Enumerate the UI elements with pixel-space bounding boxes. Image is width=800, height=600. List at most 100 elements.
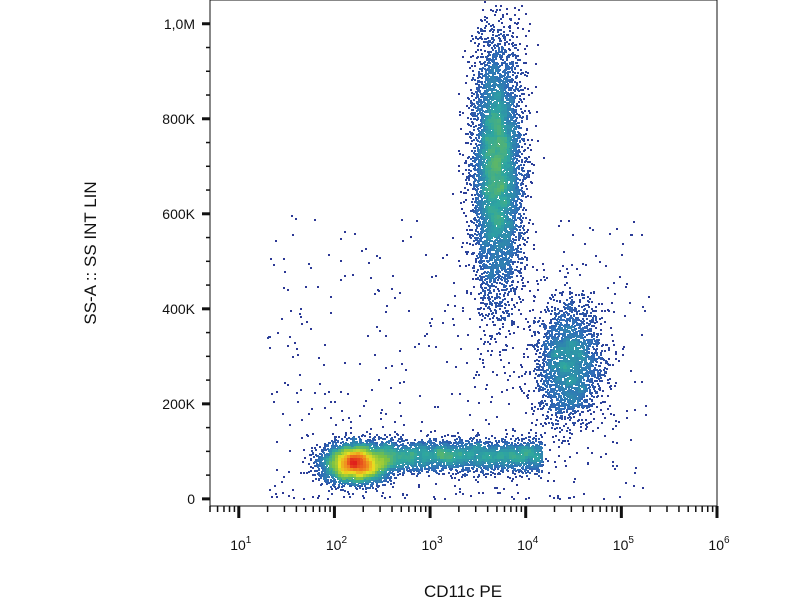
data-point [561, 442, 563, 444]
data-point [577, 401, 579, 403]
data-point [442, 322, 444, 324]
data-point [484, 303, 486, 305]
data-point [574, 412, 576, 414]
data-point [579, 330, 581, 332]
data-point [557, 497, 559, 499]
data-point [524, 256, 526, 258]
data-point [350, 421, 352, 423]
data-point [475, 51, 477, 53]
data-point [485, 476, 487, 478]
data-point [512, 209, 514, 211]
data-point [480, 86, 482, 88]
data-point [528, 94, 530, 96]
data-point [545, 374, 547, 376]
data-point [537, 140, 539, 142]
data-point [505, 257, 507, 259]
data-point [478, 219, 480, 221]
data-point [543, 336, 545, 338]
data-point [603, 369, 605, 371]
data-point [533, 300, 535, 302]
data-point [591, 342, 593, 344]
data-point [485, 79, 487, 81]
data-point [525, 371, 527, 373]
data-point [337, 440, 339, 442]
data-point [516, 36, 518, 38]
data-point [524, 285, 526, 287]
data-point [506, 13, 508, 15]
data-point [615, 425, 617, 427]
data-point [600, 333, 602, 335]
data-point [486, 384, 488, 386]
data-point [527, 321, 529, 323]
data-point [363, 497, 365, 499]
data-point [491, 335, 493, 337]
data-point [526, 128, 528, 130]
data-point [583, 379, 585, 381]
data-point [478, 293, 480, 295]
data-point [314, 447, 316, 449]
data-point [554, 335, 556, 337]
data-point [365, 491, 367, 493]
data-point [348, 493, 350, 495]
data-point [462, 112, 464, 114]
data-point [454, 435, 456, 437]
data-point [548, 310, 550, 312]
data-point [555, 409, 557, 411]
data-point [345, 434, 347, 436]
data-point [397, 434, 399, 436]
data-point [591, 357, 593, 359]
data-point [605, 453, 607, 455]
data-point [479, 358, 481, 360]
data-point [466, 221, 468, 223]
data-point [480, 201, 482, 203]
data-point [435, 483, 437, 485]
data-point [590, 321, 592, 323]
data-point [517, 245, 519, 247]
data-point [406, 494, 408, 496]
data-point [379, 257, 381, 259]
data-point [509, 81, 511, 83]
data-point [492, 257, 494, 259]
data-point [506, 63, 508, 65]
data-point [477, 45, 479, 47]
data-point [534, 466, 536, 468]
data-point [507, 98, 509, 100]
data-point [512, 92, 514, 94]
data-point [579, 332, 581, 334]
data-point [585, 313, 587, 315]
data-point [473, 222, 475, 224]
data-point [630, 439, 632, 441]
data-point [473, 476, 475, 478]
data-point [506, 389, 508, 391]
data-point [553, 329, 555, 331]
data-point [465, 440, 467, 442]
data-point [396, 469, 398, 471]
data-point [294, 342, 296, 344]
data-point [508, 89, 510, 91]
data-point [570, 417, 572, 419]
data-point [566, 430, 568, 432]
data-point [510, 104, 512, 106]
data-point [476, 371, 478, 373]
data-point [517, 88, 519, 90]
data-point [525, 196, 527, 198]
data-point [505, 80, 507, 82]
data-point [271, 393, 273, 395]
data-point [576, 313, 578, 315]
data-point [586, 345, 588, 347]
data-point [515, 76, 517, 78]
data-point [597, 343, 599, 345]
data-point [587, 300, 589, 302]
data-point [591, 339, 593, 341]
data-point [519, 140, 521, 142]
data-point [491, 38, 493, 40]
data-point [584, 341, 586, 343]
data-point [477, 277, 479, 279]
data-point [533, 370, 535, 372]
data-point [472, 204, 474, 206]
data-point [518, 101, 520, 103]
data-point [392, 439, 394, 441]
data-point [572, 413, 574, 415]
data-point [316, 444, 318, 446]
data-point [574, 307, 576, 309]
